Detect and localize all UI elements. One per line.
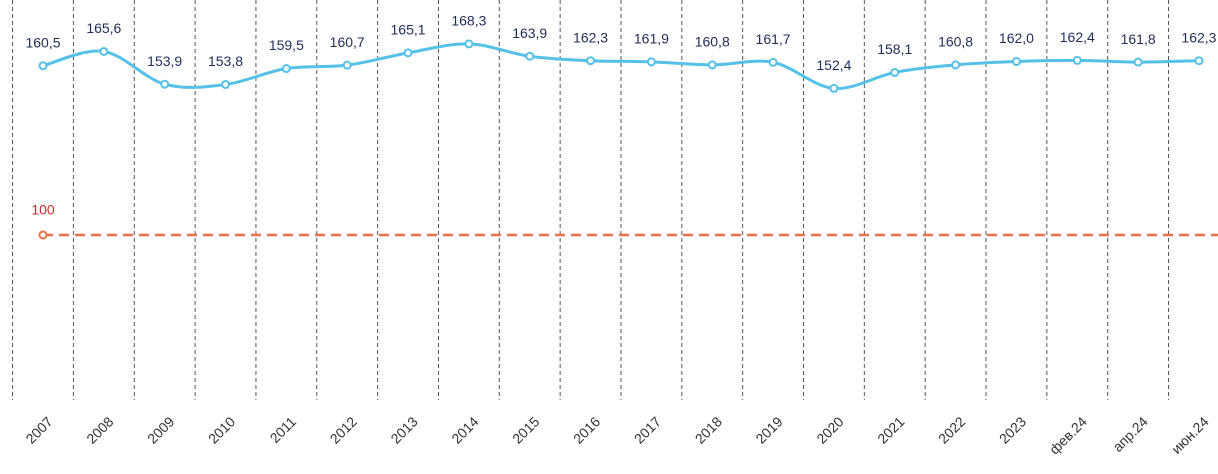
data-label: 162,3 [1181, 29, 1216, 45]
x-tick-label: 2022 [935, 413, 968, 446]
data-label: 162,4 [1060, 29, 1095, 45]
x-tick-label: 2021 [874, 413, 907, 446]
data-label: 152,4 [816, 57, 851, 73]
reference-label: 100 [31, 202, 55, 218]
x-tick-label: 2011 [266, 413, 299, 446]
data-label: 160,7 [330, 34, 365, 50]
data-point [99, 46, 109, 56]
data-label: 160,8 [695, 34, 730, 50]
data-label: 163,9 [512, 25, 547, 41]
data-point [221, 79, 231, 89]
data-point [707, 60, 717, 70]
x-tick-label: 2018 [692, 413, 725, 446]
data-label: 161,9 [634, 31, 669, 47]
data-point [586, 56, 596, 66]
data-point [403, 48, 413, 58]
data-label: 159,5 [269, 37, 304, 53]
data-point [281, 64, 291, 74]
x-tick-label: 2016 [570, 413, 603, 446]
data-label: 153,8 [208, 53, 243, 69]
x-tick-label: 2007 [22, 413, 55, 446]
x-tick-label: июн.24 [1168, 413, 1212, 457]
data-point [829, 83, 839, 93]
data-label: 160,8 [938, 34, 973, 50]
x-tick-label: апр.24 [1109, 413, 1151, 455]
data-point [768, 57, 778, 67]
data-label: 160,5 [25, 34, 60, 50]
x-tick-label: 2009 [144, 413, 177, 446]
x-tick-label: 2014 [448, 413, 481, 446]
x-tick-label: 2013 [387, 413, 420, 446]
data-label: 158,1 [877, 41, 912, 57]
x-tick-label: фев.24 [1046, 413, 1090, 457]
data-point [951, 60, 961, 70]
data-point [342, 60, 352, 70]
data-label: 165,1 [391, 22, 426, 38]
data-point [1011, 57, 1021, 67]
data-point [890, 67, 900, 77]
data-label: 168,3 [451, 13, 486, 29]
x-tick-label: 2020 [813, 413, 846, 446]
data-point [38, 61, 48, 71]
data-point [1133, 57, 1143, 67]
data-label: 162,3 [573, 29, 608, 45]
data-point [646, 57, 656, 67]
x-tick-label: 2012 [327, 413, 360, 446]
data-point [464, 39, 474, 49]
x-tick-label: 2017 [631, 413, 664, 446]
data-label: 161,7 [756, 31, 791, 47]
data-label: 161,8 [1121, 31, 1156, 47]
reference-marker [38, 230, 48, 240]
x-tick-label: 2023 [996, 413, 1029, 446]
data-point [1072, 55, 1082, 65]
x-tick-label: 2008 [83, 413, 116, 446]
data-point [1194, 56, 1204, 66]
data-label: 165,6 [86, 20, 121, 36]
data-label: 153,9 [147, 53, 182, 69]
x-tick-label: 2015 [509, 413, 542, 446]
data-point [525, 51, 535, 61]
data-label: 162,0 [999, 30, 1034, 46]
x-tick-label: 2010 [205, 413, 238, 446]
x-tick-label: 2019 [752, 413, 785, 446]
data-point [160, 79, 170, 89]
